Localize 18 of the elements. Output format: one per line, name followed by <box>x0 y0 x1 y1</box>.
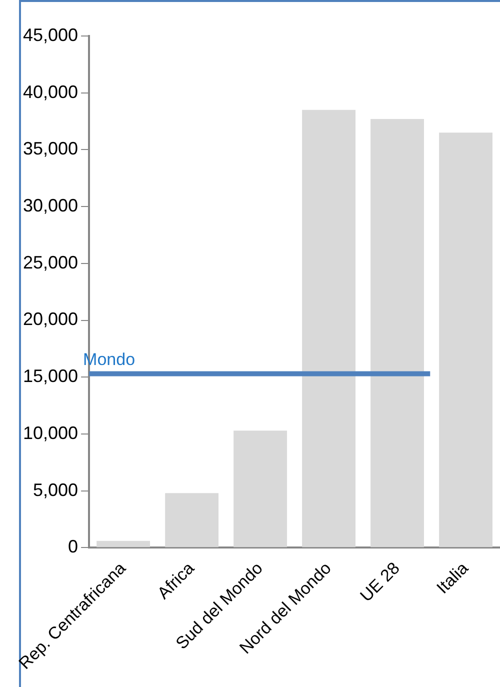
bar <box>165 493 219 548</box>
y-tick-label: 30,000 <box>22 196 78 216</box>
y-tick-label: 0 <box>68 536 78 557</box>
y-tick-label: 40,000 <box>22 82 78 102</box>
bar <box>439 132 492 548</box>
y-tick-label: 20,000 <box>22 309 78 330</box>
y-tick-label: 15,000 <box>22 366 78 386</box>
ref-line-label: Mondo <box>83 350 136 369</box>
y-tick-label: 25,000 <box>22 252 78 272</box>
bar <box>370 119 424 548</box>
bar <box>96 540 150 548</box>
x-tick-label: UE 28 <box>356 558 404 606</box>
y-tick-label: 45,000 <box>22 24 78 45</box>
y-tick-label: 10,000 <box>22 422 78 443</box>
y-tick-label: 5,000 <box>33 480 78 500</box>
bar <box>234 430 287 548</box>
y-tick-label: 35,000 <box>22 138 78 159</box>
bar <box>302 110 356 548</box>
